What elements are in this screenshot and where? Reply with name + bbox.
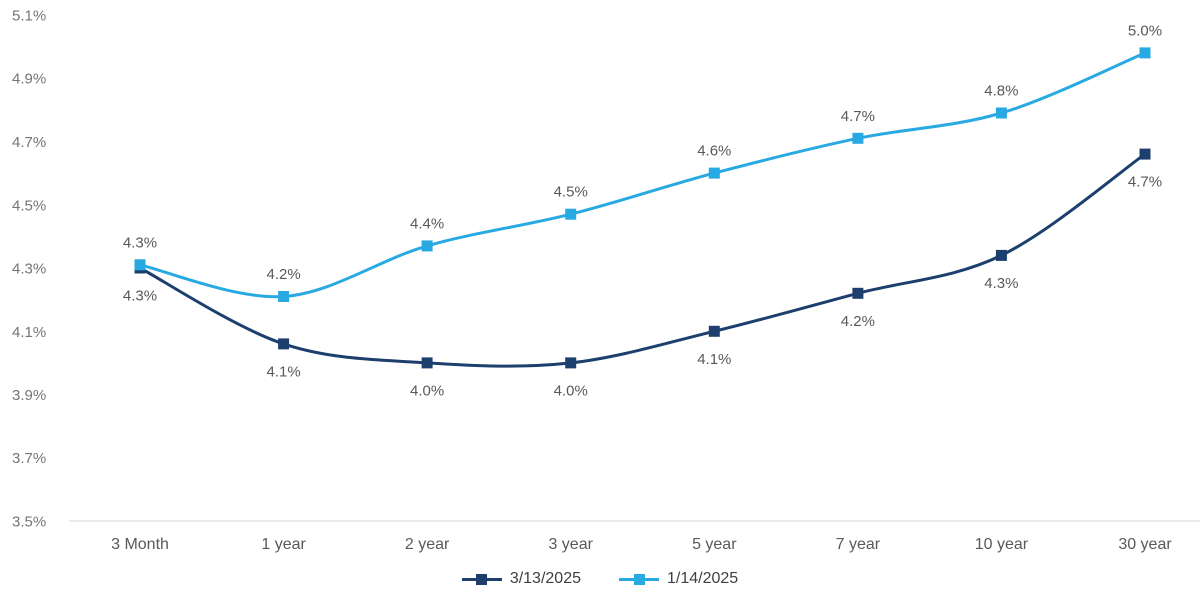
data-point-label: 4.7% <box>841 108 875 125</box>
x-tick-label: 3 year <box>548 536 593 553</box>
chart-canvas: 5.1% 4.9% 4.7% 4.5% 4.3% 4.1% 3.9% 3.7% 3.5% 3 Mo… <box>12 8 1200 553</box>
data-point-marker <box>565 208 577 220</box>
legend-item-series-0: 3/13/2025 <box>461 570 581 587</box>
data-point-label: 4.1% <box>697 351 731 368</box>
x-tick-label: 2 year <box>405 536 450 553</box>
data-point-label: 4.7% <box>1128 174 1162 191</box>
x-tick-label: 1 year <box>261 536 306 553</box>
data-point-label: 4.8% <box>984 83 1018 100</box>
legend-square-marker-icon <box>476 573 488 585</box>
data-point-marker <box>852 287 864 299</box>
data-point-label: 4.3% <box>123 234 157 251</box>
data-point-label: 5.0% <box>1128 22 1162 39</box>
y-tick-label: 3.5% <box>12 514 46 531</box>
data-point-marker <box>134 259 146 271</box>
legend-swatch-lightblue-icon <box>619 573 659 585</box>
legend-label-series-1: 1/14/2025 <box>667 570 739 587</box>
x-tick-label: 3 Month <box>111 536 169 553</box>
series-line-1 <box>138 51 1147 299</box>
data-point-label: 4.3% <box>123 288 157 305</box>
x-tick-label: 30 year <box>1118 536 1172 553</box>
data-point-label: 4.2% <box>266 266 300 283</box>
x-tick-label: 10 year <box>975 536 1029 553</box>
data-point-marker <box>995 107 1007 119</box>
data-point-marker <box>995 249 1007 261</box>
data-point-marker <box>708 167 720 179</box>
data-point-label: 4.1% <box>266 363 300 380</box>
data-point-label: 4.2% <box>841 313 875 330</box>
data-point-marker <box>421 240 433 252</box>
data-point-label: 4.0% <box>554 382 588 399</box>
y-tick-label: 4.7% <box>12 134 46 151</box>
data-point-marker <box>421 357 433 369</box>
y-tick-label: 4.5% <box>12 197 46 214</box>
chart-legend: 3/13/2025 1/14/2025 <box>0 571 1200 587</box>
x-tick-label: 5 year <box>692 536 737 553</box>
y-tick-label: 3.7% <box>12 450 46 467</box>
data-point-marker <box>278 291 290 302</box>
data-point-marker <box>565 357 577 369</box>
data-point-marker <box>852 132 864 144</box>
data-point-marker <box>708 325 720 337</box>
data-point-marker <box>278 338 290 350</box>
data-point-label: 4.6% <box>697 143 731 160</box>
y-tick-label: 4.3% <box>12 261 46 278</box>
legend-square-marker-icon <box>633 573 645 585</box>
y-tick-label: 4.9% <box>12 71 46 88</box>
y-tick-label: 5.1% <box>12 8 46 25</box>
y-tick-label: 4.1% <box>12 324 46 341</box>
y-tick-label: 3.9% <box>12 387 46 404</box>
data-point-label: 4.3% <box>984 275 1018 292</box>
data-point-label: 4.0% <box>410 382 444 399</box>
data-point-marker <box>1139 148 1151 160</box>
data-point-label: 4.4% <box>410 215 444 232</box>
data-point-label: 4.5% <box>554 184 588 201</box>
series-line-0 <box>138 152 1147 368</box>
legend-swatch-navy-icon <box>461 573 502 585</box>
legend-item-series-1: 1/14/2025 <box>619 571 738 587</box>
data-point-marker <box>1139 47 1151 59</box>
x-tick-label: 7 year <box>836 536 881 553</box>
legend-label-series-0: 3/13/2025 <box>509 570 581 587</box>
